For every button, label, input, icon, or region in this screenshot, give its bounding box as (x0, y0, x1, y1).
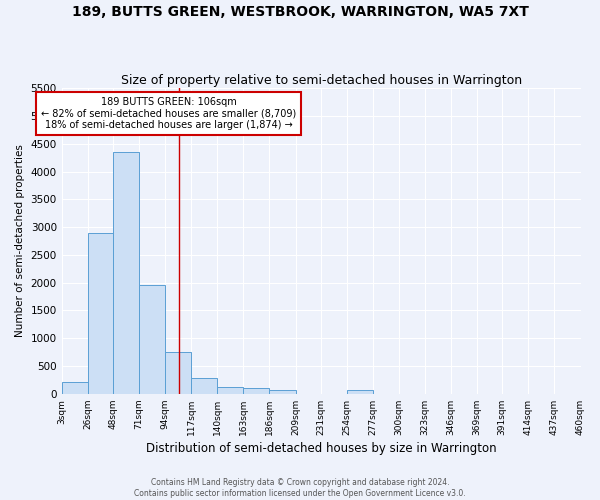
Text: 189 BUTTS GREEN: 106sqm
← 82% of semi-detached houses are smaller (8,709)
18% of: 189 BUTTS GREEN: 106sqm ← 82% of semi-de… (41, 96, 296, 130)
Bar (62, 382, 88, 394)
Bar (113, 152, 139, 394)
Bar (165, 352, 191, 394)
Y-axis label: Number of semi-detached properties: Number of semi-detached properties (15, 144, 25, 338)
Bar (191, 378, 217, 394)
Bar (269, 390, 296, 394)
Title: Size of property relative to semi-detached houses in Warrington: Size of property relative to semi-detach… (121, 74, 521, 87)
Bar (244, 388, 269, 394)
Bar (217, 386, 244, 394)
Text: 189, BUTTS GREEN, WESTBROOK, WARRINGTON, WA5 7XT: 189, BUTTS GREEN, WESTBROOK, WARRINGTON,… (71, 5, 529, 19)
Text: Contains HM Land Registry data © Crown copyright and database right 2024.
Contai: Contains HM Land Registry data © Crown c… (134, 478, 466, 498)
Bar (139, 286, 165, 394)
Bar (88, 232, 113, 394)
Bar (347, 390, 373, 394)
X-axis label: Distribution of semi-detached houses by size in Warrington: Distribution of semi-detached houses by … (146, 442, 496, 455)
